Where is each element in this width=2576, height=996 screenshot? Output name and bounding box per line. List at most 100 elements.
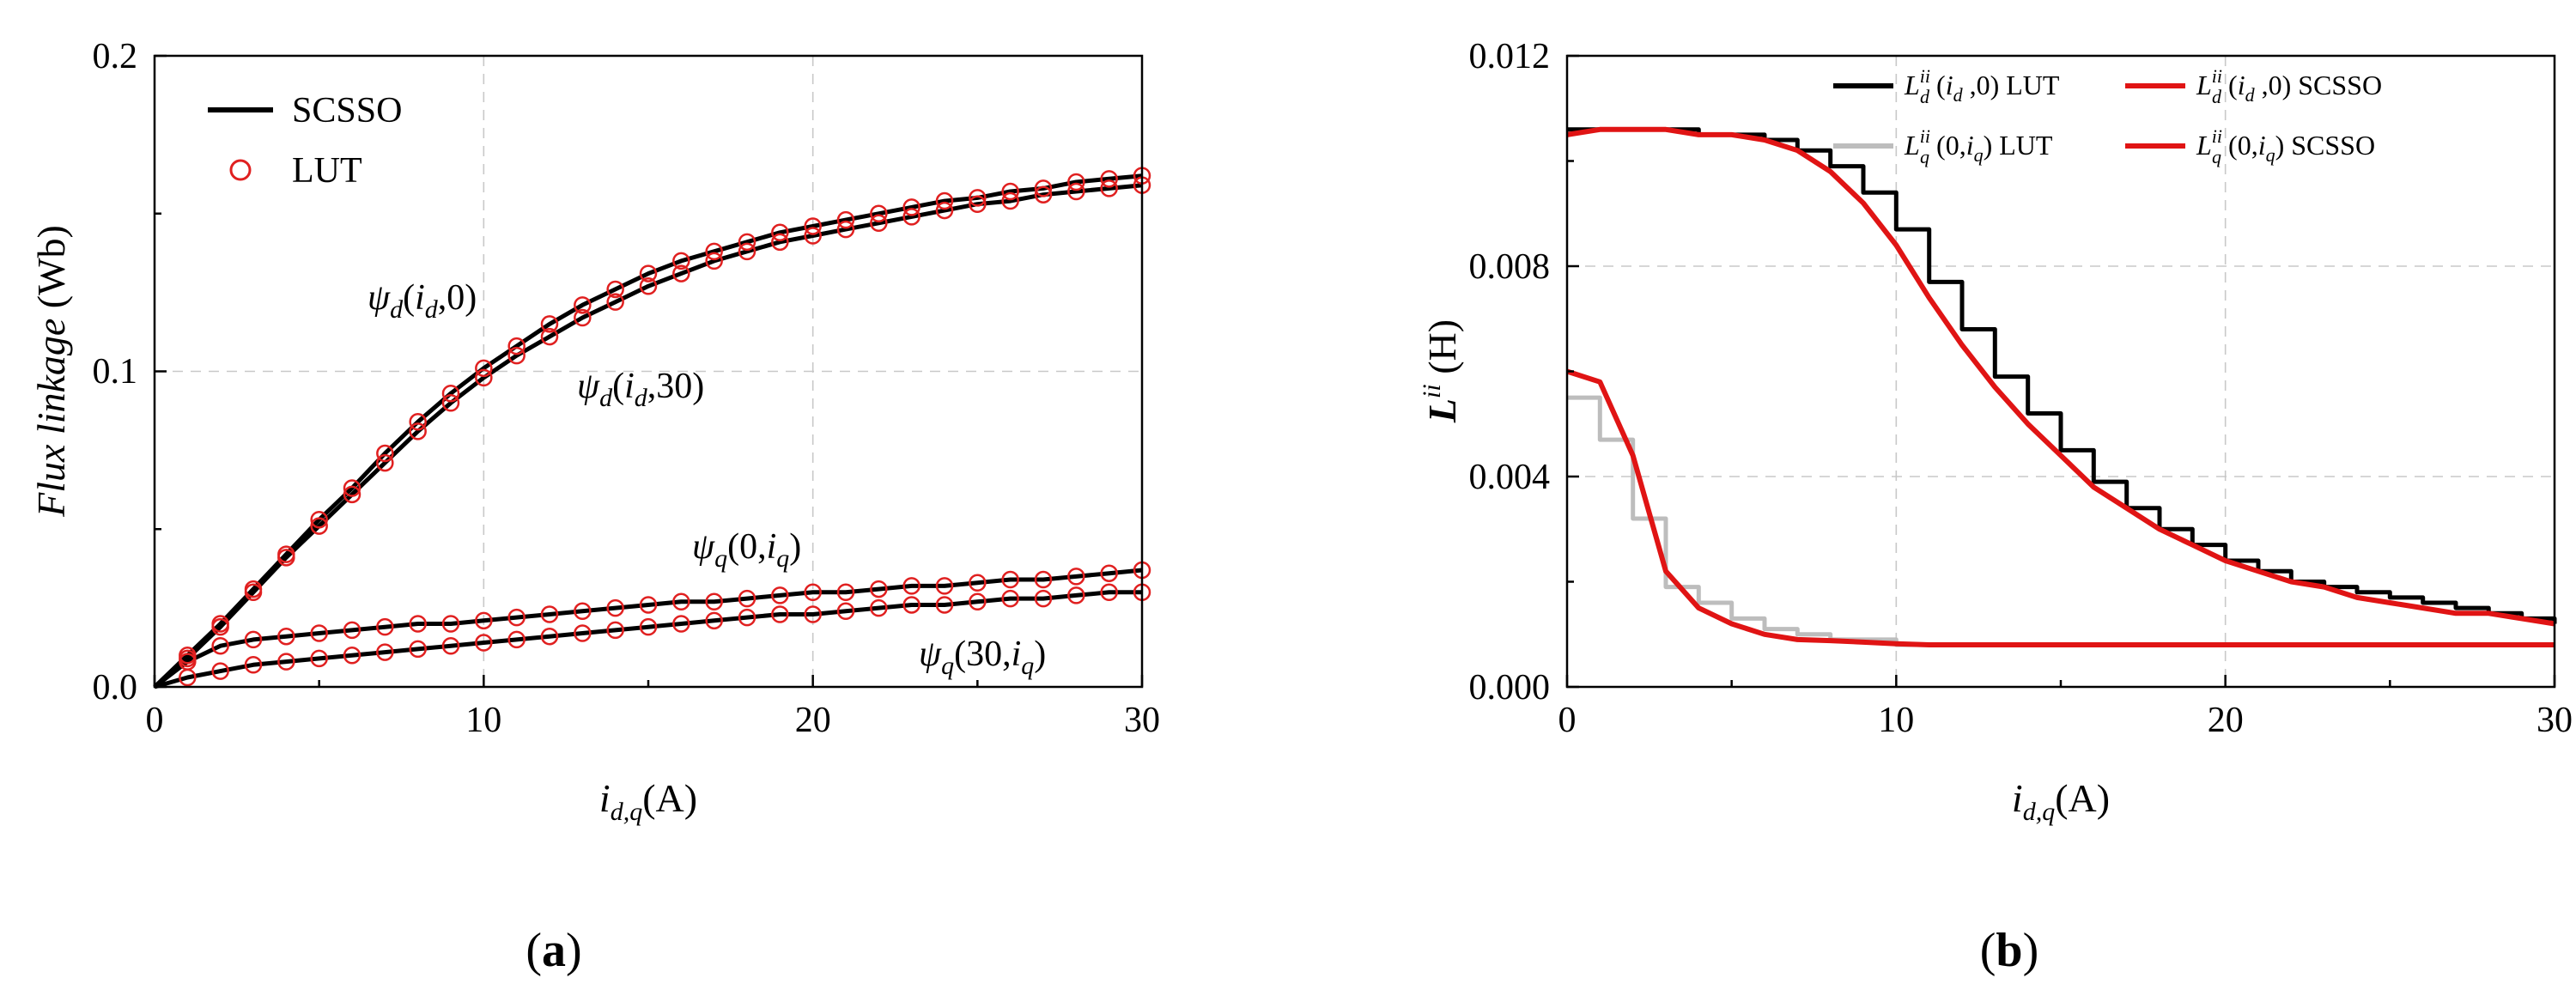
lut-point-1-8 bbox=[409, 422, 427, 440]
lut-point-0-20 bbox=[804, 217, 822, 235]
panel-b-series bbox=[1566, 126, 2557, 647]
panel-b-ytick-0.004: 0.004 bbox=[1469, 458, 1551, 497]
lut-point-1-7 bbox=[376, 453, 394, 472]
lut-point-3-28 bbox=[1067, 586, 1085, 604]
lut-point-1-9 bbox=[441, 394, 460, 412]
lut-point-3-17 bbox=[705, 611, 723, 630]
lut-point-0-9 bbox=[441, 384, 460, 403]
lut-point-0-17 bbox=[705, 242, 723, 261]
lut-point-3-26 bbox=[1001, 589, 1019, 608]
lut-point-1-20 bbox=[804, 227, 822, 245]
lut-point-3-21 bbox=[836, 602, 855, 621]
lut-point-3-20 bbox=[804, 605, 822, 623]
lut-point-2-5 bbox=[310, 624, 328, 642]
lut-point-3-5 bbox=[310, 649, 328, 668]
lut-point-2-4 bbox=[277, 627, 295, 646]
lut-point-1-13 bbox=[574, 308, 592, 327]
lut-point-2-26 bbox=[1001, 570, 1019, 589]
panel-a-caption: (a) bbox=[526, 924, 581, 977]
lut-point-1-14 bbox=[606, 293, 624, 311]
lut-point-1-26 bbox=[1001, 191, 1019, 210]
annot-psi-q-0-iq: ψq(0,iq) bbox=[692, 527, 801, 573]
lut-point-0-16 bbox=[672, 252, 690, 270]
lut-point-2-29 bbox=[1100, 564, 1118, 582]
series-3 bbox=[1566, 368, 2555, 647]
lut-point-0-28 bbox=[1067, 173, 1085, 191]
lut-point-2-25 bbox=[969, 574, 987, 592]
panel-a-ytick-0: 0.0 bbox=[93, 668, 138, 708]
lut-point-0-19 bbox=[771, 223, 789, 242]
lut-point-3-18 bbox=[738, 608, 756, 627]
lut-point-2-23 bbox=[902, 577, 920, 595]
lut-point-1-11 bbox=[507, 346, 526, 365]
lut-point-1-5 bbox=[310, 517, 328, 535]
lut-point-3-3 bbox=[244, 656, 263, 674]
lut-point-2-11 bbox=[507, 608, 526, 627]
lut-point-0-13 bbox=[574, 296, 592, 314]
lut-point-3-14 bbox=[606, 621, 624, 640]
annot-psi-d-id-0: ψd(id,0) bbox=[368, 278, 477, 324]
lut-point-2-24 bbox=[935, 577, 954, 595]
lut-point-1-18 bbox=[738, 242, 756, 261]
lut-point-0-27 bbox=[1034, 179, 1053, 197]
lut-point-3-8 bbox=[409, 640, 427, 659]
lut-point-0-22 bbox=[870, 204, 888, 222]
lut-point-2-2 bbox=[211, 636, 229, 655]
lut-point-1-10 bbox=[475, 368, 493, 387]
lut-point-2-20 bbox=[804, 583, 822, 601]
panel-a-grid bbox=[155, 56, 1142, 687]
panel-b: 0 10 20 30 0.000 0.004 0.008 0.012 id,q(… bbox=[1418, 37, 2573, 826]
legend-ld-lut-label: Lii d (id ,0) LUT bbox=[1904, 65, 2060, 107]
panel-a-xlabel: id,q(A) bbox=[599, 776, 697, 826]
panel-b-ylabel: Lii (H) bbox=[1418, 319, 1464, 423]
lut-point-0-24 bbox=[935, 191, 954, 210]
series-line-2 bbox=[153, 568, 1143, 689]
lut-point-2-13 bbox=[574, 602, 592, 621]
lut-point-1-29 bbox=[1100, 179, 1118, 197]
panel-a-legend: SCSSO LUT bbox=[208, 91, 402, 191]
lut-point-0-5 bbox=[310, 510, 328, 529]
lut-point-2-16 bbox=[672, 592, 690, 611]
lut-point-0-29 bbox=[1100, 170, 1118, 188]
lut-point-3-13 bbox=[574, 624, 592, 642]
lut-point-1-19 bbox=[771, 233, 789, 252]
lut-point-0-21 bbox=[836, 210, 855, 229]
lut-point-2-28 bbox=[1067, 568, 1085, 586]
lut-point-3-19 bbox=[771, 605, 789, 623]
panel-b-ytick-0.000: 0.000 bbox=[1469, 668, 1551, 708]
lut-point-1-25 bbox=[969, 195, 987, 213]
lut-point-3-6 bbox=[343, 647, 361, 665]
panel-b-xtick-20: 20 bbox=[2208, 701, 2244, 740]
lut-point-0-26 bbox=[1001, 182, 1019, 201]
lut-point-3-10 bbox=[475, 634, 493, 652]
series-line-1 bbox=[153, 183, 1143, 689]
lut-point-2-15 bbox=[639, 596, 658, 614]
legend-ld-scsso-label: Lii d (id ,0) SCSSO bbox=[2196, 65, 2382, 107]
legend-lq-scsso-label: Lii q (0,iq) SCSSO bbox=[2196, 125, 2375, 167]
lut-point-3-25 bbox=[969, 592, 987, 611]
lut-point-1-12 bbox=[540, 327, 559, 346]
lut-point-2-7 bbox=[376, 617, 394, 636]
lut-point-0-6 bbox=[343, 479, 361, 497]
panel-b-ticks bbox=[1565, 54, 2556, 689]
panel-a-ytick-0.2: 0.2 bbox=[93, 37, 138, 76]
lut-point-2-10 bbox=[475, 611, 493, 630]
panel-b-xtick-10: 10 bbox=[1878, 701, 1914, 740]
panel-b-xtick-0: 0 bbox=[1558, 701, 1577, 740]
lut-point-2-3 bbox=[244, 630, 263, 649]
lut-point-2-12 bbox=[540, 605, 559, 623]
panel-b-frame bbox=[1565, 54, 2556, 689]
lut-point-0-10 bbox=[475, 359, 493, 378]
panel-a-xtick-20: 20 bbox=[795, 701, 831, 740]
panel-a-xtick-10: 10 bbox=[465, 701, 501, 740]
series-1 bbox=[1566, 126, 2555, 627]
panel-b-legend: Lii d (id ,0) LUT Lii d (id ,0) SCSSO Lii q… bbox=[1833, 65, 2382, 167]
lut-point-3-24 bbox=[935, 596, 954, 614]
lut-point-2-22 bbox=[870, 580, 888, 598]
lut-point-1-6 bbox=[343, 485, 361, 504]
lut-point-3-29 bbox=[1100, 583, 1118, 601]
panel-a-xtick-30: 30 bbox=[1124, 701, 1160, 740]
lut-point-1-24 bbox=[935, 201, 954, 220]
panel-b-ytick-0.012: 0.012 bbox=[1469, 37, 1551, 76]
panel-b-ytick-0.008: 0.008 bbox=[1469, 247, 1551, 287]
